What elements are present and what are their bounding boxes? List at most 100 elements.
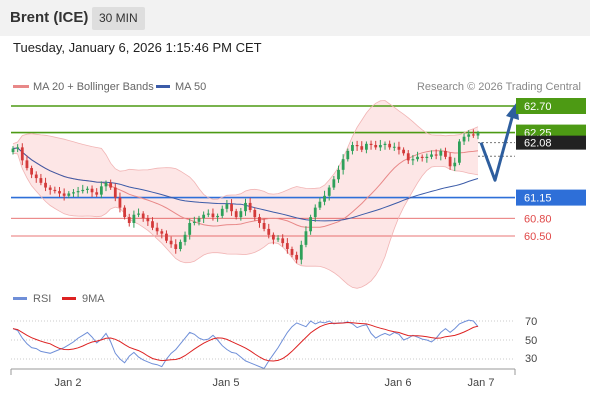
candle-body <box>467 134 471 137</box>
timestamp: Tuesday, January 6, 2026 1:15:46 PM CET <box>13 40 262 55</box>
candle-body <box>179 241 182 249</box>
candle-body <box>183 234 187 242</box>
forecast-path <box>479 113 515 182</box>
rsi-legend-label: RSI <box>33 293 51 305</box>
candle-body <box>272 234 275 240</box>
candle-body <box>346 150 350 160</box>
candle-body <box>72 192 75 194</box>
candle-body <box>365 143 368 150</box>
resistance-level-tag <box>516 98 586 114</box>
candle-body <box>160 231 164 234</box>
candle-body <box>378 145 382 148</box>
candle-body <box>258 217 261 223</box>
candle-body <box>155 227 159 232</box>
candle-body <box>397 146 401 150</box>
rsi-ma9-line <box>12 321 479 362</box>
candle-body <box>434 154 438 156</box>
candle-body <box>62 193 66 196</box>
candle-body <box>76 191 80 193</box>
candle-body <box>220 208 224 216</box>
x-label-jan6: Jan 6 <box>385 377 412 389</box>
last-price-tag <box>516 135 586 150</box>
candle-body <box>16 147 20 149</box>
bollinger-bands <box>13 100 478 289</box>
candle-body <box>253 210 257 218</box>
candle-body <box>239 211 243 218</box>
candle-body <box>448 156 452 167</box>
bollinger-band-area <box>13 100 478 289</box>
candle-body <box>406 153 410 161</box>
candle-body <box>248 202 252 210</box>
candle-body <box>30 168 33 175</box>
timeframe-badge[interactable]: 30 MIN <box>92 7 145 30</box>
candle-body <box>165 233 168 241</box>
candle-body <box>123 207 126 218</box>
x-label-jan2: Jan 2 <box>55 377 82 389</box>
rsi-legend-swatch <box>13 297 27 300</box>
candle-body <box>137 213 140 215</box>
candle-body <box>202 214 206 219</box>
candle-body <box>99 186 103 195</box>
candle-body <box>295 254 299 260</box>
ma20-legend-swatch <box>13 85 29 88</box>
candle-body <box>104 182 108 187</box>
bollinger-upper <box>12 100 479 200</box>
candle-body <box>323 195 326 202</box>
candle-body <box>20 147 24 161</box>
candle-body <box>118 197 122 208</box>
candle-body <box>211 213 215 218</box>
candle-body <box>141 213 145 219</box>
candle-body <box>48 187 52 190</box>
candle-body <box>383 143 387 145</box>
candle-body <box>90 188 94 193</box>
candle-body <box>444 150 447 157</box>
candle-body <box>388 143 392 148</box>
candle-body <box>174 244 178 249</box>
candle-body <box>86 188 89 190</box>
candle-body <box>113 187 117 198</box>
ma50-legend-label: MA 50 <box>175 81 206 93</box>
candle-body <box>299 244 303 260</box>
candle-body <box>262 223 266 229</box>
candle-body <box>281 238 285 244</box>
ma50-legend-swatch <box>156 85 170 88</box>
candle-body <box>360 146 364 150</box>
candle-body <box>471 134 475 136</box>
candle-body <box>267 228 271 235</box>
candle-body <box>351 145 354 151</box>
candle-body <box>458 141 461 163</box>
candle-body <box>430 154 433 157</box>
candle-body <box>332 179 336 188</box>
last-price-label: 62.08 <box>524 138 552 150</box>
candle-body <box>169 240 173 245</box>
candle-body <box>132 214 136 223</box>
candle-body <box>225 204 229 209</box>
candle-body <box>216 215 219 218</box>
ma20-legend-label: MA 20 + Bollinger Bands <box>33 81 154 93</box>
rsi-tick-30: 30 <box>525 353 537 365</box>
candle-body <box>327 187 331 196</box>
candle-body <box>425 156 429 158</box>
instrument-title: Brent (ICE) <box>10 9 89 26</box>
candle-body <box>146 218 150 222</box>
x-label-jan7: Jan 7 <box>468 377 495 389</box>
support-level-tag <box>516 189 586 206</box>
candle-body <box>25 160 29 169</box>
candle-body <box>313 207 317 218</box>
candle-body <box>420 156 424 158</box>
header-bar: Brent (ICE) 30 MIN <box>0 0 590 36</box>
candle-body <box>53 189 57 192</box>
candle-body <box>439 150 443 156</box>
forecast-arrow <box>479 102 519 182</box>
candle-body <box>109 182 113 188</box>
candle-body <box>234 211 238 218</box>
ma9-legend-label: 9MA <box>82 293 105 305</box>
candle-body <box>95 192 99 195</box>
candle-body <box>341 159 345 170</box>
candle-body <box>318 201 322 208</box>
x-label-jan5: Jan 5 <box>213 377 240 389</box>
candle-body <box>355 145 359 147</box>
